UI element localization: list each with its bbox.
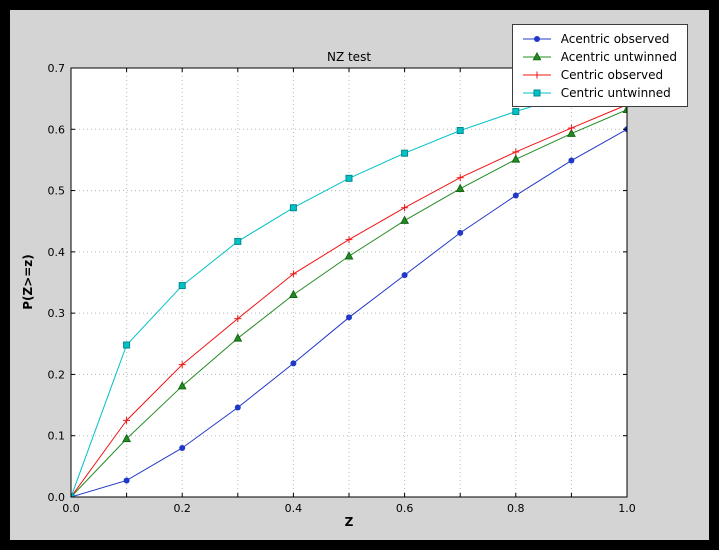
x-axis-label: Z	[344, 515, 354, 529]
y-tick-label: 0.4	[48, 246, 66, 259]
gridlines	[71, 68, 627, 497]
y-tick-label: 0.5	[48, 185, 66, 198]
series-acentric-observed	[71, 126, 627, 497]
y-tick-label: 0.0	[48, 491, 66, 504]
tick-marks	[70, 67, 628, 498]
legend-label: Acentric untwinned	[560, 49, 677, 64]
legend-label: Centric untwinned	[560, 85, 671, 100]
legend-item: Centric untwinned	[521, 85, 677, 100]
y-tick-label: 0.2	[48, 368, 66, 381]
legend-item: Centric observed	[521, 67, 677, 82]
figure: 0.0 0.2 0.4 0.6 0.8 1.0 0.0 0.1 0.2 0.3 0.4 0.5 0.6 0…	[10, 10, 709, 540]
x-tick-label: 0.0	[62, 502, 80, 515]
x-tick-label: 0.2	[173, 502, 191, 515]
x-tick-label: 0.4	[285, 502, 303, 515]
y-axis-label: P(Z>=z)	[21, 254, 35, 310]
legend-sample-centric-observed	[522, 71, 551, 78]
legend-item: Acentric untwinned	[521, 49, 677, 64]
series-centric-observed	[71, 101, 627, 497]
legend-item: Acentric observed	[521, 31, 677, 46]
series-acentric-untwinned	[71, 104, 627, 497]
legend-label: Acentric observed	[560, 31, 670, 46]
y-tick-label: 0.1	[48, 430, 66, 443]
legend-sample-acentric-untwinned	[522, 51, 551, 60]
x-tick-label: 0.8	[507, 502, 525, 515]
legend-label: Centric observed	[560, 67, 664, 82]
y-tick-label: 0.7	[48, 62, 66, 75]
chart-title: NZ test	[326, 50, 372, 64]
plot-background	[71, 68, 627, 497]
x-tick-label: 0.6	[396, 502, 414, 515]
y-tick-label: 0.6	[48, 123, 66, 136]
plot-area: 0.0 0.2 0.4 0.6 0.8 1.0 0.0 0.1 0.2 0.3 0.4 0.5 0.6 0…	[48, 62, 636, 515]
legend: Acentric observed Acentric untwinned Cen…	[511, 24, 688, 107]
y-tick-label: 0.3	[48, 307, 66, 320]
legend-sample-acentric-observed	[522, 35, 551, 42]
legend-sample-centric-untwinned	[522, 89, 551, 96]
x-tick-label: 1.0	[618, 502, 636, 515]
